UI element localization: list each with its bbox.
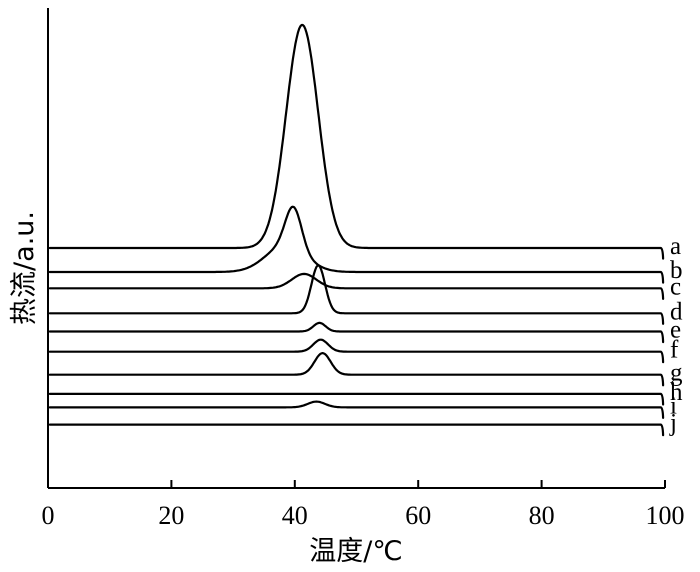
series-line-d (48, 264, 665, 325)
series-line-h (48, 392, 665, 406)
series-label-b: b (670, 257, 683, 284)
series-line-j (48, 423, 665, 437)
series-line-a (48, 23, 665, 260)
y-axis-title: 热流/a.u. (9, 211, 40, 325)
x-tick-labels-group: 0 20 40 60 80 100 (42, 501, 685, 530)
series-label-j: j (669, 410, 677, 437)
series-line-b (48, 205, 665, 284)
series-label-c: c (670, 273, 681, 300)
series-label-h: h (670, 379, 683, 406)
x-tick-label: 0 (42, 501, 55, 530)
x-tick-label: 60 (405, 501, 431, 530)
series-label-i: i (670, 392, 677, 419)
series-label-e: e (670, 317, 681, 344)
series-label-a: a (670, 233, 681, 260)
x-tick-label: 80 (529, 501, 555, 530)
x-tick-label: 20 (158, 501, 184, 530)
x-tick-label: 40 (282, 501, 308, 530)
x-axis-title: 温度/℃ (309, 536, 402, 567)
series-label-f: f (670, 337, 679, 364)
x-tick-label: 100 (646, 501, 685, 530)
series-label-g: g (670, 360, 683, 387)
series-line-g (48, 352, 665, 387)
curves-group (48, 23, 665, 437)
series-line-i (48, 400, 665, 419)
series-line-e (48, 321, 665, 344)
series-label-d: d (670, 298, 683, 325)
series-line-f (48, 338, 665, 364)
series-line-c (48, 272, 665, 300)
x-ticks-group (47, 480, 666, 488)
